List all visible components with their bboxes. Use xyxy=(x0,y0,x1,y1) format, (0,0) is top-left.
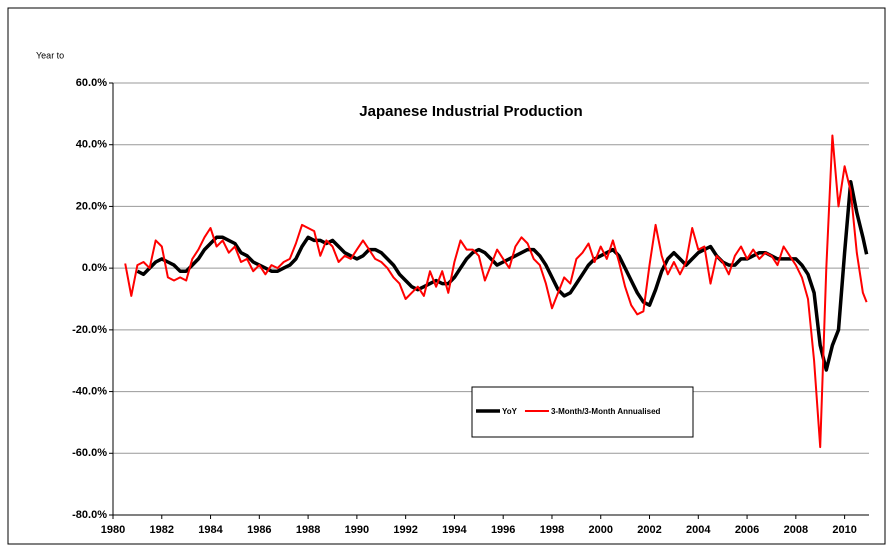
x-tick-label: 1988 xyxy=(296,524,320,536)
x-tick-label: 1982 xyxy=(150,524,174,536)
y-tick-label: -60.0% xyxy=(72,447,107,459)
legend-label: YoY xyxy=(502,407,518,416)
x-tick-label: 2004 xyxy=(686,524,711,536)
y-tick-label: -80.0% xyxy=(72,509,107,521)
chart-border xyxy=(7,7,886,545)
y-axis-label: Year to xyxy=(36,50,64,60)
chart-title: Japanese Industrial Production xyxy=(359,103,582,120)
legend-box xyxy=(471,386,694,438)
y-tick-label: 0.0% xyxy=(82,262,107,274)
y-tick-label: 20.0% xyxy=(76,200,107,212)
y-tick-label: 60.0% xyxy=(76,77,107,89)
legend: YoY 3-Month/3-Month Annualised xyxy=(471,386,694,438)
y-tick-label: 40.0% xyxy=(76,139,107,151)
y-tick-label: -40.0% xyxy=(72,385,107,397)
x-tick-label: 1996 xyxy=(491,524,515,536)
x-tick-label: 1992 xyxy=(393,524,417,536)
x-tick-label: 2010 xyxy=(832,524,856,536)
x-tick-label: 1984 xyxy=(198,524,223,536)
x-tick-label: 1998 xyxy=(540,524,564,536)
x-tick-label: 2008 xyxy=(784,524,808,536)
x-tick-label: 2002 xyxy=(637,524,661,536)
x-tick-label: 2000 xyxy=(588,524,612,536)
x-tick-label: 2006 xyxy=(735,524,759,536)
x-tick-label: 1994 xyxy=(442,524,467,536)
x-tick-label: 1986 xyxy=(247,524,271,536)
legend-label: 3-Month/3-Month Annualised xyxy=(551,407,661,416)
x-tick-label: 1980 xyxy=(101,524,125,536)
series-line xyxy=(124,134,868,449)
y-tick-label: -20.0% xyxy=(72,324,107,336)
x-tick-label: 1990 xyxy=(345,524,369,536)
